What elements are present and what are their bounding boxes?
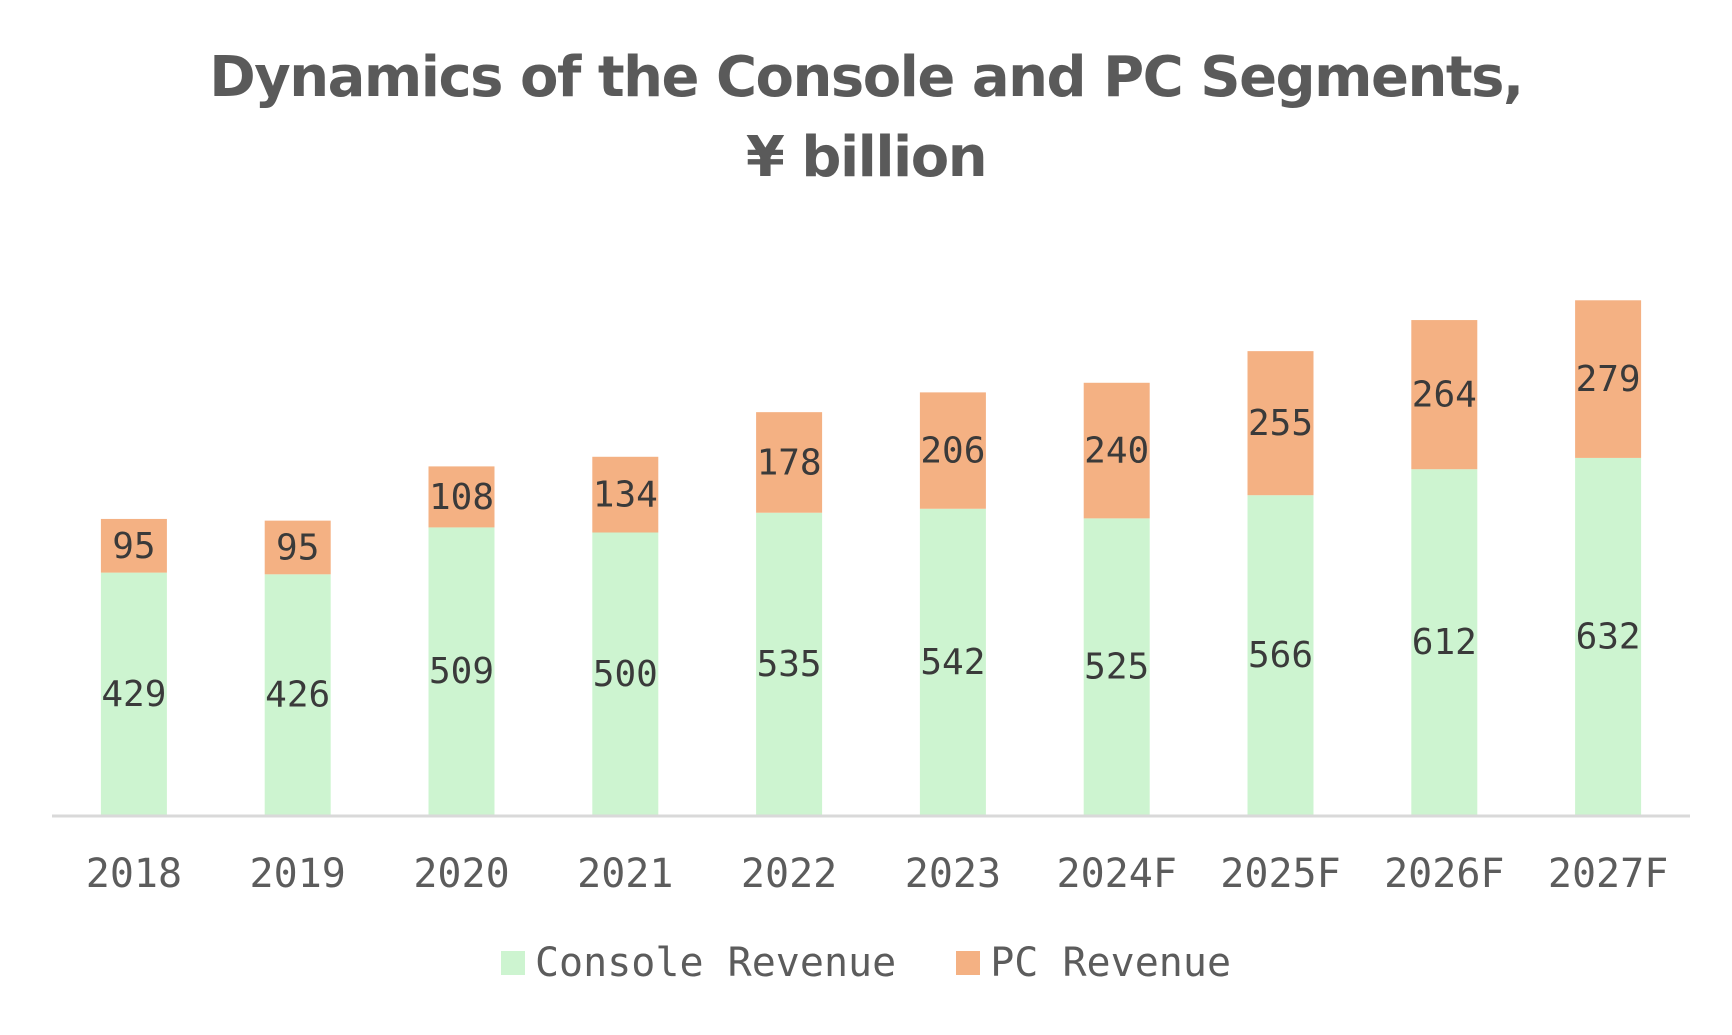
- bar-console-2025F: [1247, 495, 1314, 815]
- legend-swatch-console: [500, 951, 525, 975]
- x-tick-label-2020: 2020: [413, 851, 509, 897]
- legend-item-pc: PC Revenue: [956, 940, 1231, 986]
- x-tick-label-2026F: 2026F: [1384, 851, 1504, 897]
- chart-title-line1: Dynamics of the Console and PC Segments,: [209, 45, 1524, 110]
- bar-pc-2019: [264, 520, 331, 575]
- chart-title: Dynamics of the Console and PC Segments,…: [0, 38, 1732, 198]
- data-label-pc-2023: 206: [920, 431, 985, 472]
- bar-console-2021: [592, 532, 659, 815]
- data-label-console-2018: 429: [101, 674, 166, 715]
- data-label-console-2025F: 566: [1248, 635, 1313, 676]
- bar-pc-2023: [919, 392, 986, 509]
- data-label-pc-2019: 95: [276, 527, 319, 568]
- bar-console-2027F: [1575, 457, 1642, 815]
- x-tick-label-2018: 2018: [86, 851, 182, 897]
- legend-label-console: Console Revenue: [534, 940, 897, 986]
- data-label-console-2027F: 632: [1576, 616, 1641, 657]
- data-label-console-2019: 426: [265, 675, 330, 716]
- bar-pc-2020: [428, 466, 495, 528]
- data-label-pc-2022: 178: [757, 442, 822, 483]
- bar-console-2026F: [1411, 469, 1478, 815]
- chart-title-line2: ¥ billion: [745, 125, 988, 190]
- x-tick-label-2023: 2023: [905, 851, 1001, 897]
- x-tick-label-2024F: 2024F: [1056, 851, 1176, 897]
- data-label-console-2020: 509: [429, 651, 494, 692]
- bar-pc-2022: [756, 412, 823, 513]
- legend-swatch-pc: [956, 951, 981, 975]
- data-label-console-2026F: 612: [1412, 622, 1477, 663]
- data-label-pc-2026F: 264: [1412, 375, 1477, 416]
- data-label-pc-2024F: 240: [1084, 431, 1149, 472]
- bar-pc-2026F: [1411, 320, 1478, 470]
- bar-console-2023: [919, 508, 986, 815]
- x-tick-label-2021: 2021: [577, 851, 673, 897]
- bar-console-2022: [756, 512, 823, 815]
- x-tick-label-2019: 2019: [250, 851, 346, 897]
- bar-console-2020: [428, 527, 495, 815]
- data-label-console-2024F: 525: [1084, 647, 1149, 688]
- x-tick-label-2025F: 2025F: [1220, 851, 1340, 897]
- bar-console-2019: [264, 574, 331, 815]
- data-label-console-2022: 535: [757, 644, 822, 685]
- bar-pc-2025F: [1247, 351, 1314, 496]
- data-label-console-2021: 500: [593, 654, 658, 695]
- bar-console-2018: [100, 572, 167, 815]
- bar-console-2024F: [1083, 518, 1150, 815]
- legend-label-pc: PC Revenue: [990, 940, 1232, 986]
- data-label-console-2023: 542: [920, 642, 985, 683]
- bar-pc-2018: [100, 518, 167, 573]
- x-tick-label-2022: 2022: [741, 851, 837, 897]
- bar-pc-2027F: [1575, 300, 1642, 458]
- x-tick-label-2027F: 2027F: [1548, 851, 1668, 897]
- legend: Console Revenue PC Revenue: [0, 940, 1732, 986]
- bar-pc-2024F: [1083, 382, 1150, 519]
- data-label-pc-2018: 95: [112, 526, 155, 567]
- data-label-pc-2027F: 279: [1576, 359, 1641, 400]
- data-label-pc-2025F: 255: [1248, 403, 1313, 444]
- bar-pc-2021: [592, 456, 659, 533]
- data-label-pc-2020: 108: [429, 477, 494, 518]
- legend-item-console: Console Revenue: [500, 940, 897, 986]
- data-label-pc-2021: 134: [593, 475, 658, 516]
